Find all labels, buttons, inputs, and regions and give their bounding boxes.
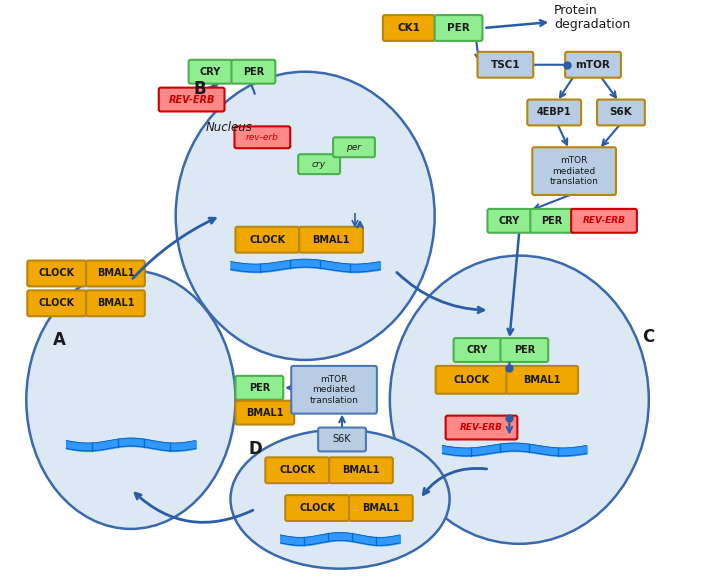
Text: REV-ERB: REV-ERB [583,216,625,225]
Text: BMAL1: BMAL1 [524,375,561,385]
FancyBboxPatch shape [318,427,366,451]
Text: BMAL1: BMAL1 [362,503,399,513]
Text: BMAL1: BMAL1 [342,465,380,475]
Text: D: D [249,440,262,458]
Text: A: A [53,331,66,349]
FancyBboxPatch shape [487,209,531,233]
Text: PER: PER [514,345,535,355]
FancyBboxPatch shape [86,291,145,316]
FancyBboxPatch shape [383,15,435,41]
FancyBboxPatch shape [86,260,145,287]
FancyBboxPatch shape [27,260,86,287]
Text: TSC1: TSC1 [491,60,520,70]
Text: CLOCK: CLOCK [39,298,74,309]
FancyBboxPatch shape [597,100,645,125]
FancyBboxPatch shape [285,495,349,521]
FancyBboxPatch shape [333,137,375,157]
Text: CRY: CRY [200,67,221,77]
FancyBboxPatch shape [232,60,275,84]
FancyBboxPatch shape [446,416,517,440]
FancyBboxPatch shape [329,458,393,483]
FancyBboxPatch shape [477,52,534,78]
Text: B: B [194,79,206,97]
FancyBboxPatch shape [189,60,232,84]
FancyBboxPatch shape [532,147,616,195]
FancyBboxPatch shape [299,227,363,253]
Text: PER: PER [447,23,470,33]
FancyBboxPatch shape [235,401,294,425]
Text: CLOCK: CLOCK [39,269,74,278]
Text: PER: PER [243,67,264,77]
FancyBboxPatch shape [291,366,377,414]
Text: BMAL1: BMAL1 [97,298,134,309]
FancyBboxPatch shape [349,495,413,521]
Ellipse shape [26,270,235,529]
FancyBboxPatch shape [530,209,574,233]
FancyBboxPatch shape [435,15,482,41]
Text: BMAL1: BMAL1 [97,269,134,278]
FancyBboxPatch shape [298,154,340,174]
FancyBboxPatch shape [235,227,299,253]
Text: CLOCK: CLOCK [453,375,489,385]
Text: BMAL1: BMAL1 [312,235,350,245]
Text: PER: PER [541,216,563,226]
Text: mTOR
mediated
translation: mTOR mediated translation [550,156,599,186]
Text: BMAL1: BMAL1 [246,408,284,418]
Text: degradation: degradation [554,18,630,31]
Text: 4EBP1: 4EBP1 [537,107,571,118]
FancyBboxPatch shape [571,209,637,233]
Text: rev-erb: rev-erb [246,133,279,142]
Text: PER: PER [249,383,270,393]
FancyBboxPatch shape [565,52,621,78]
Text: CLOCK: CLOCK [279,465,315,475]
FancyBboxPatch shape [27,291,86,316]
Ellipse shape [230,430,449,568]
Text: cry: cry [312,160,326,169]
FancyBboxPatch shape [159,88,225,111]
FancyBboxPatch shape [436,366,508,394]
Text: REV-ERB: REV-ERB [460,423,503,432]
Ellipse shape [176,72,435,360]
Text: CLOCK: CLOCK [249,235,286,245]
Text: C: C [642,328,654,346]
FancyBboxPatch shape [234,126,290,148]
Text: CLOCK: CLOCK [299,503,335,513]
Text: mTOR
mediated
translation: mTOR mediated translation [310,375,359,405]
Text: CK1: CK1 [397,23,420,33]
FancyBboxPatch shape [501,338,548,362]
Text: Protein: Protein [554,4,598,17]
Text: per: per [347,143,362,152]
Text: S6K: S6K [333,434,351,444]
FancyBboxPatch shape [265,458,329,483]
Text: CRY: CRY [498,216,520,226]
Text: REV-ERB: REV-ERB [168,95,215,104]
FancyBboxPatch shape [235,376,284,400]
Text: CRY: CRY [467,345,488,355]
FancyBboxPatch shape [527,100,581,125]
Ellipse shape [390,256,649,544]
FancyBboxPatch shape [506,366,578,394]
FancyBboxPatch shape [453,338,501,362]
Text: S6K: S6K [609,107,633,118]
Text: mTOR: mTOR [576,60,611,70]
Text: Nucleus: Nucleus [206,121,253,135]
